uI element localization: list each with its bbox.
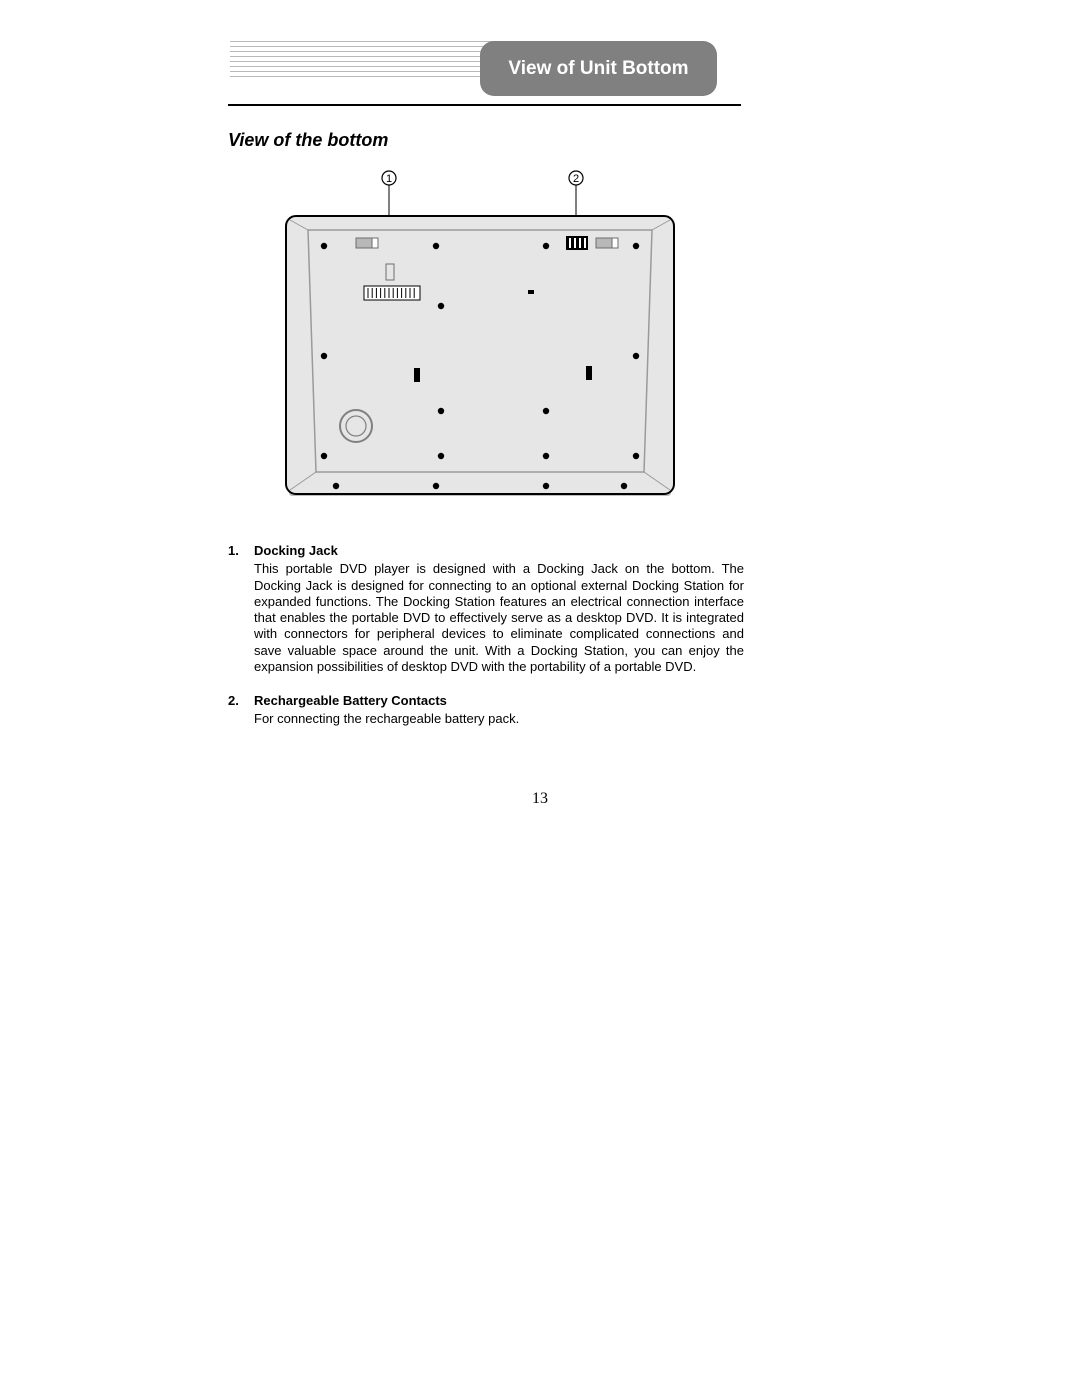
description-item: 2.Rechargeable Battery Contacts For conne…: [228, 693, 744, 728]
description-body: Rechargeable Battery Contacts For connect…: [254, 693, 519, 728]
section-subtitle: View of the bottom: [228, 130, 388, 151]
page-header: View of Unit Bottom: [0, 0, 1080, 105]
unit-bottom-diagram: 12: [276, 168, 684, 500]
description-text: This portable DVD player is designed wit…: [254, 561, 744, 675]
header-decor-lines: [230, 41, 495, 81]
description-text: For connecting the rechargeable battery …: [254, 711, 519, 727]
header-divider: [228, 104, 741, 106]
description-item: 1.Docking Jack This portable DVD player i…: [228, 543, 744, 675]
manual-page: View of Unit Bottom View of the bottom 1…: [0, 0, 1080, 1397]
description-body: Docking Jack This portable DVD player is …: [254, 543, 744, 675]
diagram-svg: 12: [276, 168, 684, 500]
description-title: Rechargeable Battery Contacts: [254, 693, 519, 709]
description-number: 1.: [228, 543, 254, 675]
svg-text:1: 1: [386, 173, 392, 185]
header-title-text: View of Unit Bottom: [508, 58, 688, 80]
svg-text:2: 2: [573, 173, 579, 185]
header-title-pill: View of Unit Bottom: [480, 41, 717, 96]
page-number: 13: [0, 790, 1080, 808]
description-number: 2.: [228, 693, 254, 728]
descriptions-block: 1.Docking Jack This portable DVD player i…: [228, 543, 744, 746]
description-title: Docking Jack: [254, 543, 744, 559]
